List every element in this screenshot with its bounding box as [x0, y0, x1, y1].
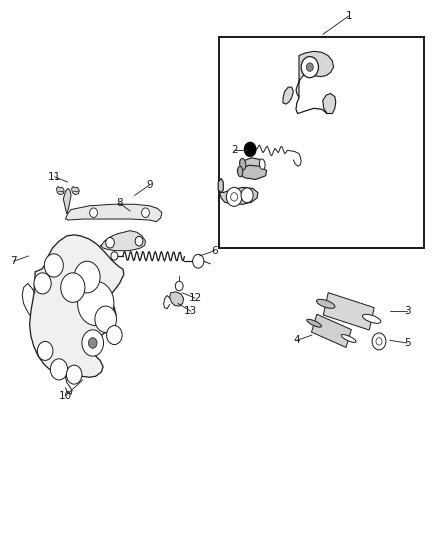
Circle shape	[244, 142, 256, 157]
Circle shape	[82, 330, 103, 356]
Ellipse shape	[317, 300, 335, 308]
Ellipse shape	[237, 166, 243, 177]
Circle shape	[175, 281, 183, 291]
Circle shape	[193, 254, 204, 268]
Circle shape	[88, 338, 97, 348]
Bar	[219, 37, 424, 248]
Circle shape	[226, 188, 242, 206]
Circle shape	[44, 254, 64, 277]
Circle shape	[241, 188, 253, 203]
Circle shape	[106, 238, 114, 248]
Circle shape	[372, 333, 386, 350]
Polygon shape	[296, 51, 334, 98]
Text: 5: 5	[404, 338, 410, 348]
Polygon shape	[64, 189, 71, 214]
Circle shape	[376, 338, 382, 345]
Polygon shape	[100, 231, 145, 251]
Circle shape	[141, 208, 149, 217]
Circle shape	[135, 237, 143, 246]
Polygon shape	[170, 292, 184, 306]
Circle shape	[95, 306, 117, 333]
Circle shape	[74, 261, 100, 293]
Polygon shape	[66, 204, 162, 222]
Circle shape	[50, 359, 67, 380]
Text: 9: 9	[146, 180, 153, 190]
Polygon shape	[30, 235, 124, 377]
Polygon shape	[323, 293, 374, 330]
Ellipse shape	[307, 319, 321, 327]
Ellipse shape	[240, 158, 246, 170]
Circle shape	[90, 208, 98, 217]
Circle shape	[111, 252, 118, 260]
Ellipse shape	[363, 314, 381, 324]
Text: 12: 12	[189, 293, 202, 303]
Circle shape	[66, 365, 82, 384]
Circle shape	[231, 192, 237, 201]
Text: 7: 7	[10, 256, 17, 266]
Circle shape	[106, 326, 122, 344]
Text: 4: 4	[293, 335, 300, 345]
Circle shape	[34, 273, 51, 294]
Polygon shape	[311, 314, 351, 348]
Text: 6: 6	[212, 246, 218, 256]
Circle shape	[61, 273, 85, 302]
Circle shape	[301, 56, 318, 78]
Circle shape	[37, 342, 53, 360]
Text: 13: 13	[184, 306, 198, 316]
Polygon shape	[240, 158, 265, 172]
Text: 2: 2	[231, 146, 237, 156]
Circle shape	[78, 281, 114, 326]
Ellipse shape	[259, 159, 265, 169]
Circle shape	[306, 63, 313, 71]
Polygon shape	[71, 187, 79, 195]
Polygon shape	[283, 87, 293, 104]
Polygon shape	[237, 165, 267, 180]
Text: 1: 1	[346, 11, 352, 21]
Polygon shape	[57, 187, 64, 195]
Ellipse shape	[341, 335, 356, 343]
Polygon shape	[218, 179, 223, 192]
Text: 3: 3	[404, 306, 410, 316]
Text: 10: 10	[59, 391, 72, 401]
Polygon shape	[220, 188, 258, 204]
Polygon shape	[323, 93, 336, 114]
Text: 11: 11	[48, 172, 61, 182]
Text: 8: 8	[116, 198, 123, 208]
